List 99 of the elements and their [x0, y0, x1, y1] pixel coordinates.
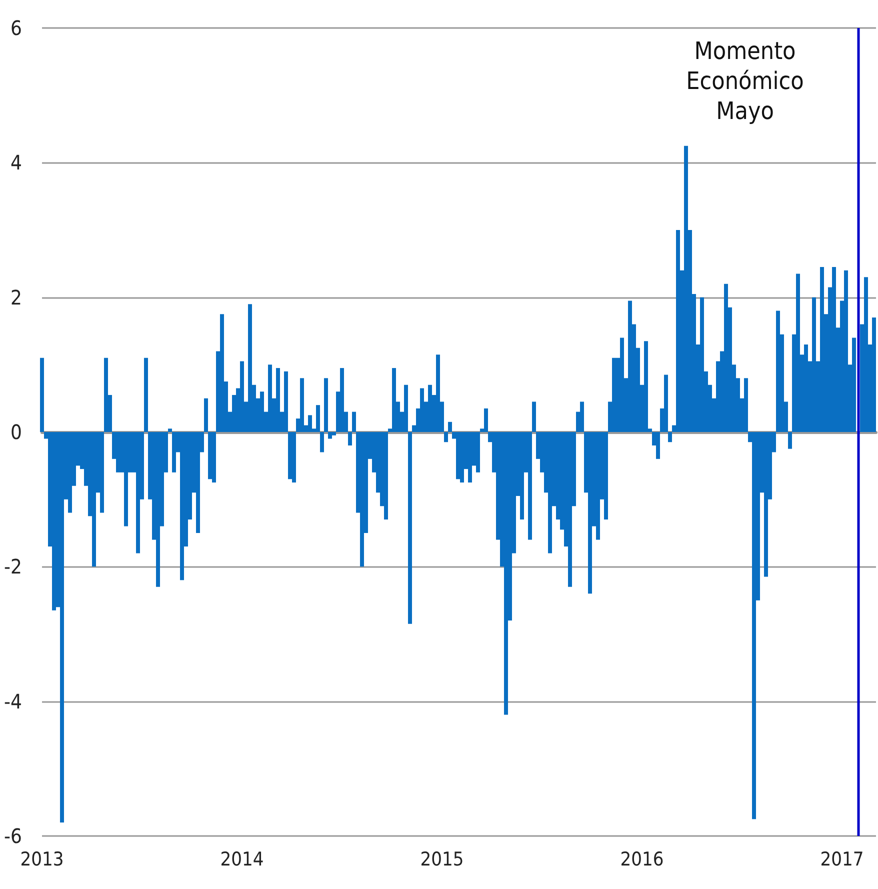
bar: [332, 432, 336, 436]
bar: [40, 358, 44, 432]
bar: [268, 364, 272, 432]
bar: [428, 384, 432, 432]
bar: [340, 368, 344, 432]
bar: [220, 314, 224, 432]
y-tick-label: 0: [10, 420, 22, 444]
bar: [248, 304, 252, 432]
bar: [260, 392, 264, 432]
x-tick-label: 2017: [820, 848, 864, 870]
bar: [668, 432, 672, 442]
x-tick-label: 2013: [20, 848, 64, 870]
bar: [520, 432, 524, 520]
bar: [300, 378, 304, 432]
bar: [664, 374, 668, 432]
bar: [656, 432, 660, 459]
bar: [596, 432, 600, 540]
bar: [172, 432, 176, 472]
bar: [872, 318, 876, 432]
bar: [420, 388, 424, 432]
bar: [504, 432, 508, 715]
x-tick-label: 2014: [220, 848, 264, 870]
bar: [408, 432, 412, 624]
bar: [628, 300, 632, 432]
bar: [136, 432, 140, 554]
bar: [676, 230, 680, 432]
bar: [752, 432, 756, 820]
bar: [796, 274, 800, 432]
bar: [832, 267, 836, 432]
bar: [476, 432, 480, 472]
bar: [208, 432, 212, 480]
bar: [568, 432, 572, 587]
y-tick-label: 4: [10, 150, 22, 175]
bar: [588, 432, 592, 594]
bar: [324, 378, 328, 432]
y-tick-label: -4: [4, 689, 22, 714]
bar: [360, 432, 364, 567]
bar: [288, 432, 292, 480]
bar: [764, 432, 768, 577]
bar: [240, 361, 244, 432]
bar: [620, 338, 624, 432]
bar: [328, 432, 332, 439]
bar: [308, 415, 312, 432]
bar: [548, 432, 552, 554]
bar: [844, 270, 848, 432]
bar: [384, 432, 388, 520]
bar: [284, 371, 288, 432]
bar: [156, 432, 160, 587]
bar: [204, 398, 208, 432]
x-tick-label: 2016: [620, 848, 664, 870]
bar: [532, 402, 536, 432]
bar: [700, 297, 704, 432]
bar: [788, 432, 792, 449]
bar: [168, 428, 172, 432]
y-tick-label: -2: [4, 554, 22, 579]
bar: [196, 432, 200, 533]
bar: [276, 368, 280, 432]
y-tick-label: 2: [10, 285, 22, 310]
bar: [180, 432, 184, 580]
bar: [444, 432, 448, 442]
bar: [644, 341, 648, 432]
bar: [820, 267, 824, 432]
ref-line-label: Momento Económico Mayo: [686, 37, 804, 125]
bar: [604, 432, 608, 520]
bar: [456, 432, 460, 480]
y-tick-label: -6: [4, 824, 22, 848]
bar: [348, 432, 352, 446]
bar: [528, 432, 532, 540]
bar: [812, 297, 816, 432]
bar: [124, 432, 128, 526]
bar: [60, 432, 64, 823]
x-tick-label: 2015: [420, 848, 464, 870]
bar: [776, 310, 780, 432]
bar: [52, 432, 56, 610]
bar: [116, 432, 120, 472]
bar: [68, 432, 72, 513]
bar: [320, 432, 324, 452]
bar: [580, 402, 584, 432]
bar: [92, 432, 96, 567]
bar: [352, 412, 356, 432]
bar: [864, 277, 868, 432]
bar: [292, 432, 296, 482]
bar: [484, 408, 488, 432]
bar: [612, 358, 616, 432]
bar: [104, 358, 108, 432]
bar: [392, 368, 396, 432]
y-tick-label: 6: [10, 16, 22, 40]
bar: [724, 284, 728, 432]
bar: [100, 432, 104, 513]
bar: [404, 384, 408, 432]
bar: [448, 422, 452, 432]
bar: [468, 432, 472, 482]
bar: [316, 405, 320, 432]
bar: [436, 354, 440, 432]
bar: [744, 378, 748, 432]
bar: [684, 146, 688, 432]
bar: [212, 432, 216, 482]
bar: [144, 358, 148, 432]
bar: [852, 338, 856, 432]
